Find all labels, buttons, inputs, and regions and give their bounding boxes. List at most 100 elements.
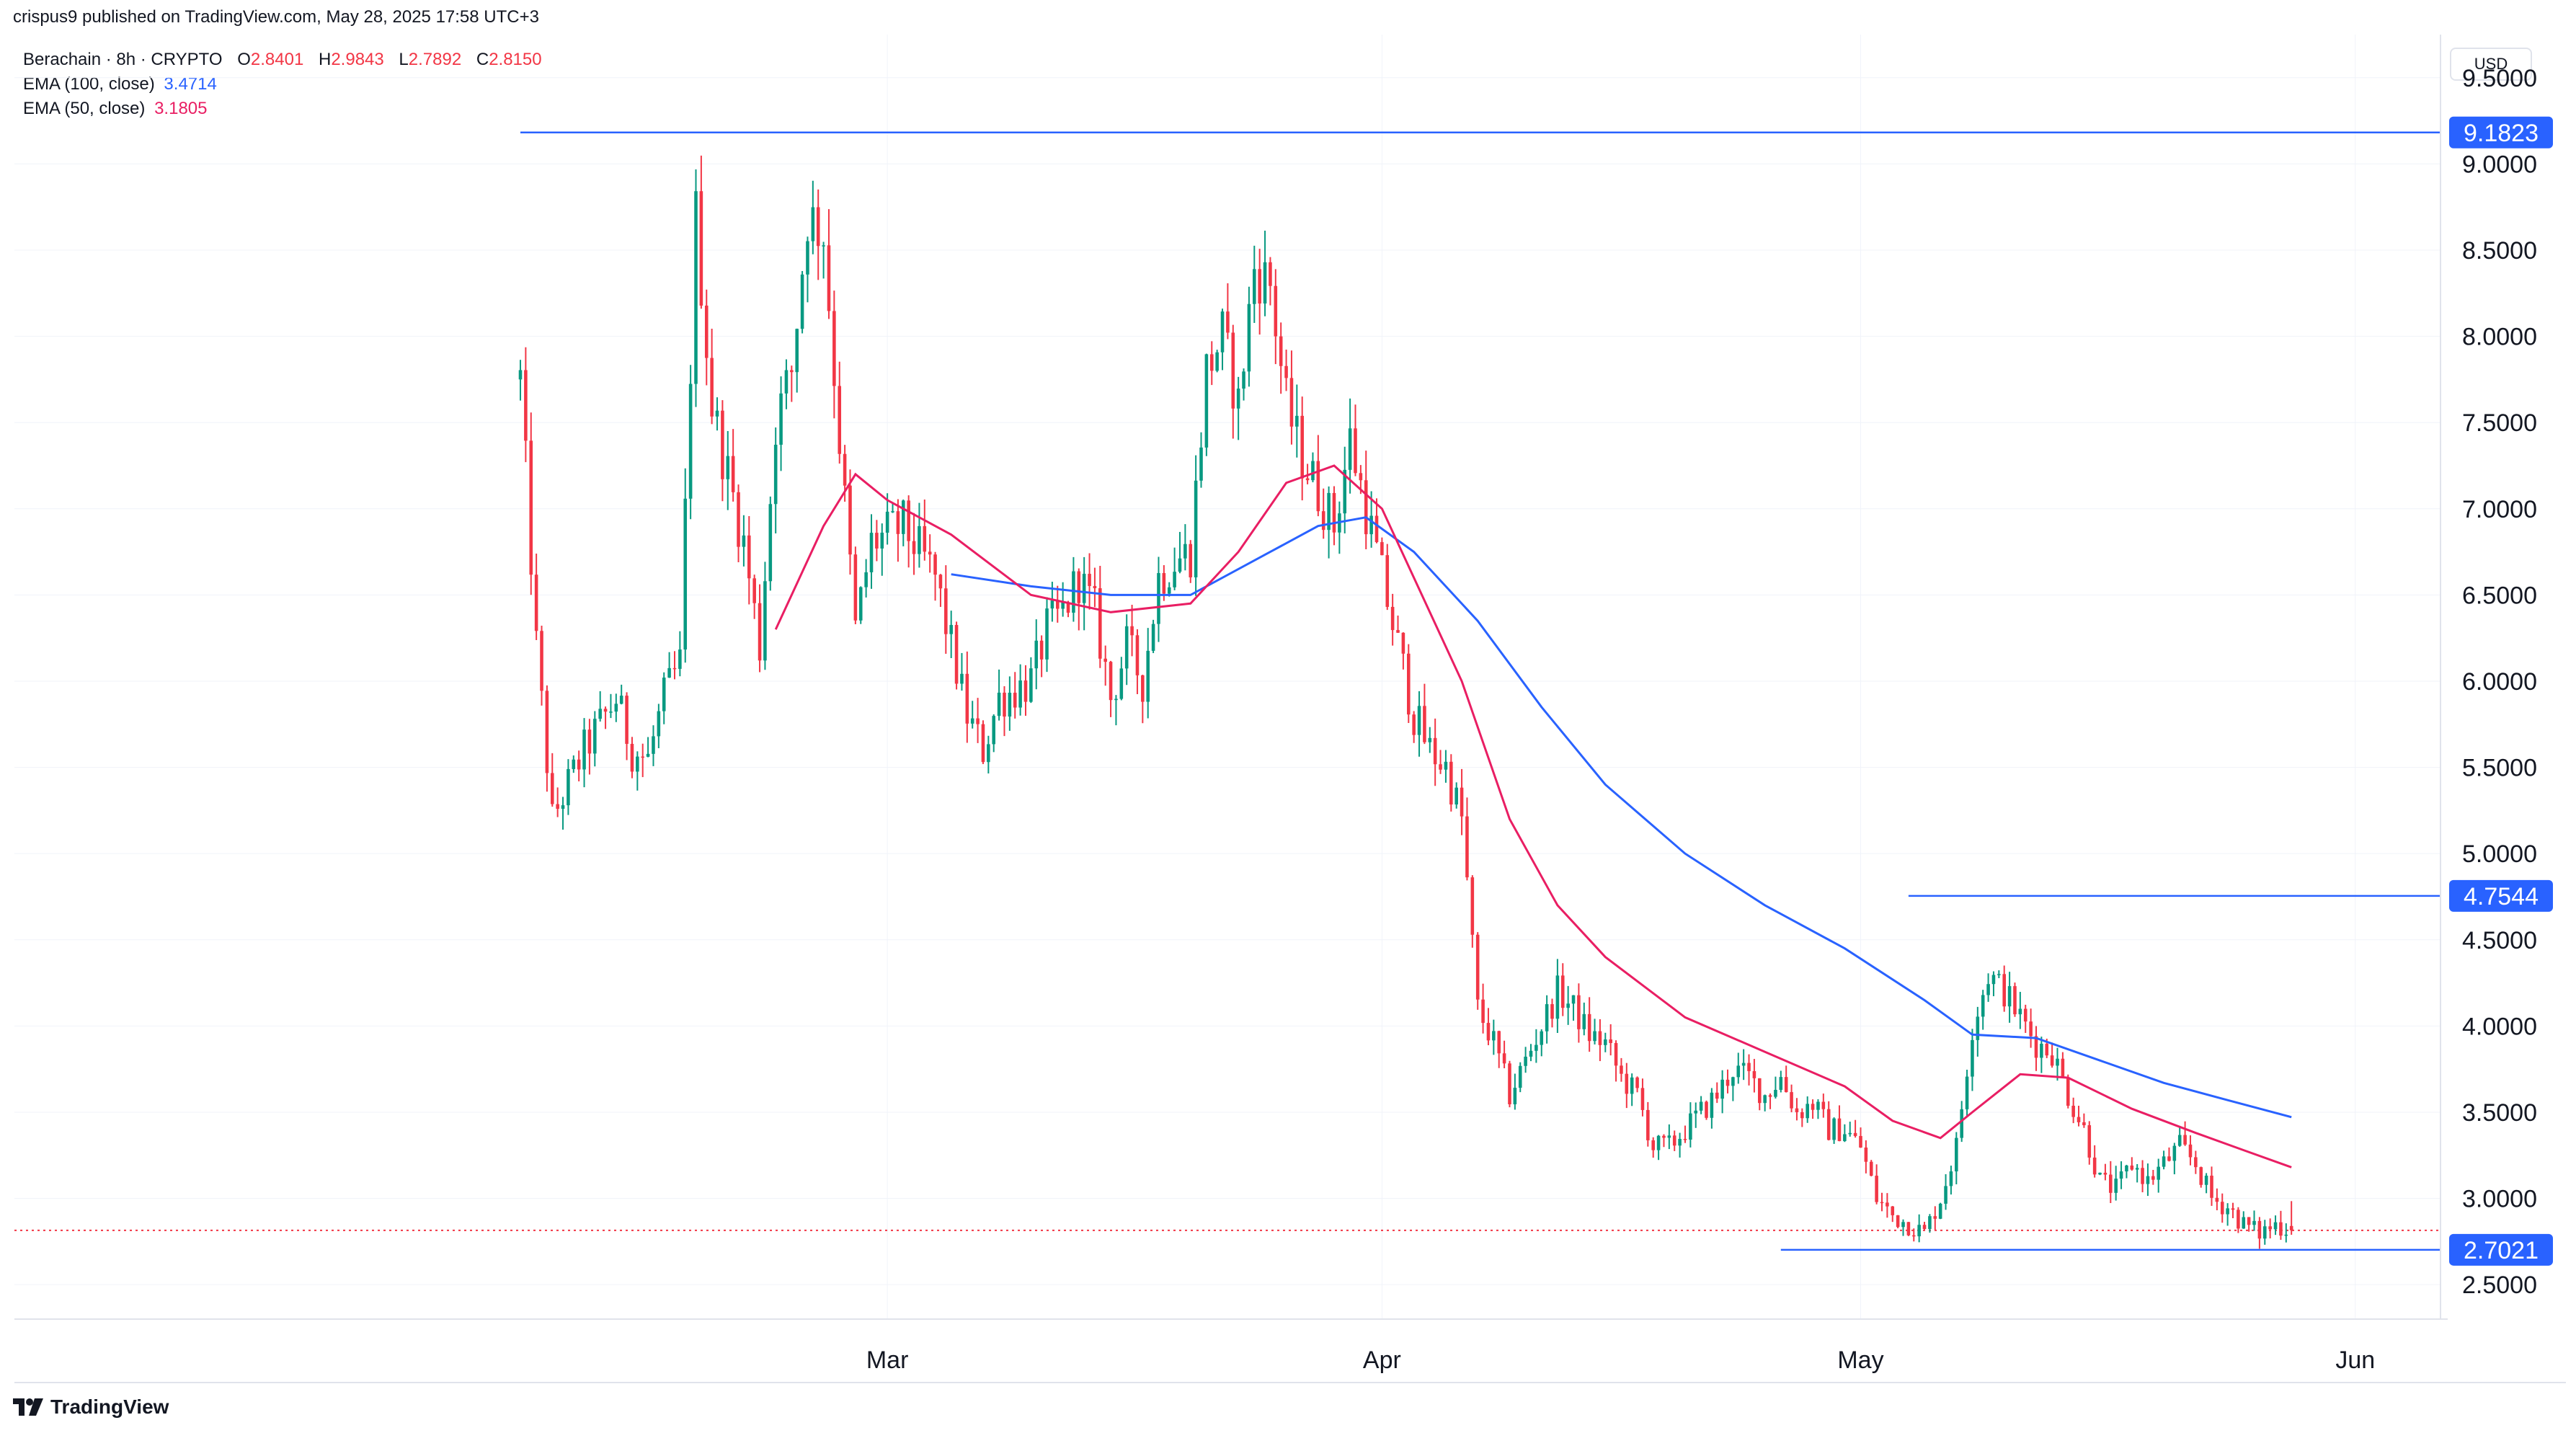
candles: [518, 155, 2293, 1249]
candle-body: [1279, 336, 1283, 366]
candle-body: [2279, 1222, 2283, 1236]
candle-body: [545, 691, 549, 773]
legend-ema50-label: EMA (50, close): [23, 99, 146, 118]
candle-body: [1832, 1118, 1836, 1140]
candle-body: [923, 525, 927, 552]
candle-body: [2204, 1176, 2208, 1185]
candle-body: [1960, 1109, 1963, 1138]
candle-body: [858, 587, 863, 621]
candle-body: [2125, 1165, 2128, 1172]
legend-symbol[interactable]: Berachain · 8h · CRYPTO: [23, 50, 223, 69]
ema100-line: [951, 516, 2292, 1119]
candle-body: [1492, 1031, 1496, 1041]
candle-body: [875, 533, 879, 549]
candle-body: [2066, 1077, 2070, 1106]
candle-body: [1891, 1206, 1895, 1215]
level-price-label: 9.1823: [2464, 120, 2539, 147]
candle-body: [1800, 1112, 1804, 1119]
candle-body: [987, 744, 990, 763]
candle-body: [2262, 1226, 2267, 1239]
candle-body: [1555, 975, 1560, 1019]
candle-body: [2007, 986, 2012, 1007]
candle-body: [1114, 698, 1118, 701]
level-price-badge: [2449, 879, 2553, 912]
candle-body: [2109, 1174, 2113, 1193]
candle-body: [1911, 1235, 1916, 1237]
candle-body: [1013, 693, 1017, 708]
time-tick-label: Mar: [866, 1347, 909, 1374]
candle-body: [1620, 1065, 1623, 1074]
candle-body: [1103, 658, 1107, 662]
candle-body: [816, 207, 820, 247]
tradingview-brand[interactable]: TradingView: [13, 1396, 169, 1419]
candle-body: [2151, 1176, 2155, 1180]
candle-body: [848, 485, 852, 555]
candle-body: [1316, 461, 1320, 512]
candle-body: [1901, 1222, 1905, 1228]
candle-body: [1922, 1225, 1927, 1229]
candle-body: [567, 768, 570, 806]
candle-body: [1082, 574, 1086, 603]
candle-body: [1475, 934, 1480, 1000]
candle-body: [1513, 1088, 1517, 1104]
candle-body: [896, 511, 900, 534]
candle-body: [561, 805, 565, 809]
candle-body: [1806, 1104, 1809, 1119]
candle-body: [773, 444, 778, 505]
candle-body: [2141, 1168, 2144, 1184]
candle-body: [2034, 1036, 2038, 1058]
candle-body: [1034, 640, 1039, 669]
candle-body: [1269, 262, 1272, 286]
candle-body: [1428, 737, 1432, 742]
candle-body: [721, 410, 724, 479]
candle-body: [641, 756, 645, 758]
candle-body: [1119, 668, 1124, 699]
candle-body: [1821, 1101, 1826, 1109]
price-tick-label: 6.5000: [2462, 582, 2537, 609]
candle-body: [1146, 650, 1150, 702]
candle-body: [2114, 1179, 2118, 1193]
candle-body: [1582, 1013, 1586, 1029]
candle-body: [1385, 555, 1390, 607]
candle-body: [625, 696, 629, 744]
axes: 9.5000 9.0000 8.5000 8.0000 7.5000 7.0000 6.50…: [14, 35, 2566, 1383]
candle-body: [2018, 1008, 2022, 1015]
candle-body: [992, 716, 996, 745]
candle-body: [1651, 1140, 1655, 1150]
price-tick-label: 5.5000: [2462, 755, 2537, 782]
currency-button[interactable]: USD: [2450, 48, 2532, 81]
candle-body: [1348, 428, 1352, 470]
candle-body: [901, 500, 905, 534]
candle-body: [1896, 1215, 1900, 1228]
candle-body: [1311, 461, 1315, 481]
legend-ema50-row[interactable]: EMA (50, close) 3.1805: [23, 97, 542, 121]
candle-body: [1284, 365, 1288, 378]
candle-body: [2029, 1021, 2033, 1037]
candle-body: [1906, 1222, 1911, 1235]
candle-body: [1390, 606, 1395, 631]
candle-body: [1098, 588, 1102, 659]
candle-body: [704, 305, 709, 358]
candle-body: [1864, 1147, 1868, 1162]
candle-body: [827, 245, 831, 311]
candle-body: [1880, 1202, 1884, 1204]
candle-body: [1226, 311, 1230, 333]
candle-body: [970, 718, 974, 724]
candle-body: [1886, 1202, 1889, 1207]
candle-body: [652, 736, 655, 754]
candle-body: [2247, 1217, 2251, 1225]
time-tick-label: Apr: [1363, 1347, 1401, 1374]
candle-body: [1683, 1139, 1687, 1140]
candle-body: [2194, 1157, 2198, 1168]
candle-body: [603, 709, 608, 712]
candle-body: [1401, 632, 1405, 654]
candle-body: [1938, 1203, 1942, 1219]
time-tick-label: Jun: [2335, 1347, 2375, 1374]
candle-body: [784, 370, 789, 394]
candle-body: [1258, 269, 1261, 304]
candle-body: [1066, 602, 1070, 613]
price-labels: 9.1823 4.7544 2.7021: [2449, 116, 2553, 1266]
candle-body: [609, 711, 613, 713]
candle-body: [1364, 480, 1368, 535]
